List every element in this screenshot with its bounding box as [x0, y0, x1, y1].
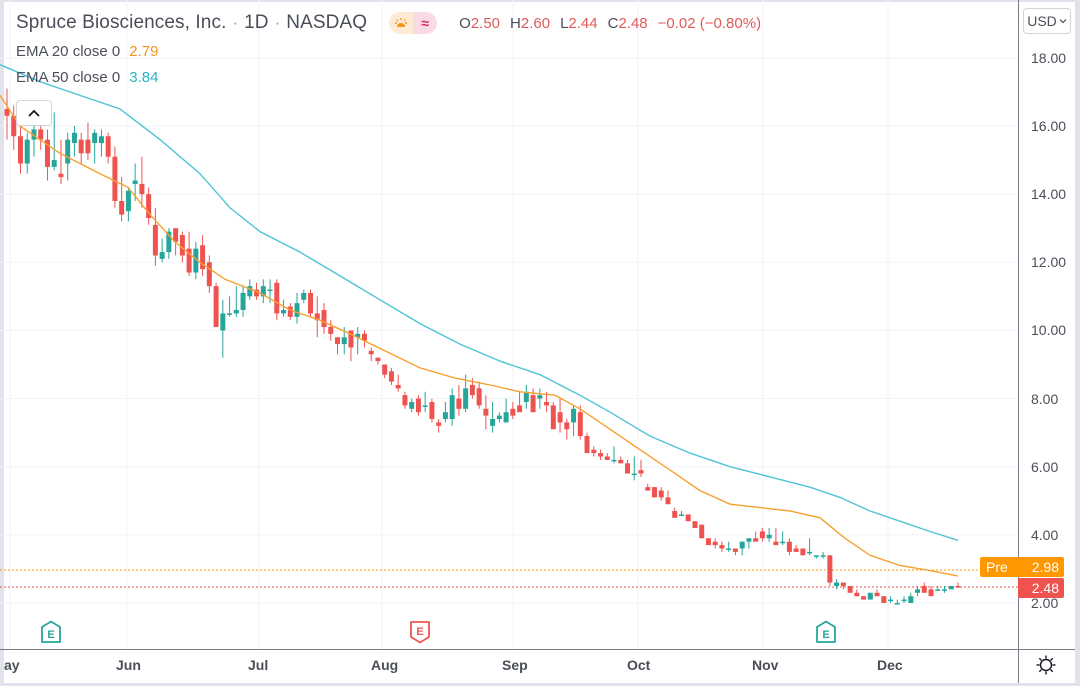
- ema50-line: [0, 64, 959, 541]
- earnings-icon[interactable]: E: [815, 620, 837, 644]
- ema20-line: [0, 95, 959, 577]
- time-axis-label: Dec: [877, 657, 903, 673]
- left-border: [0, 0, 4, 686]
- svg-text:E: E: [822, 629, 829, 641]
- right-strip: [1075, 0, 1080, 686]
- ema20-legend[interactable]: EMA 20 close 0 2.79: [16, 40, 761, 62]
- price-axis-label: 16.00: [1031, 118, 1067, 135]
- change-value: −0.02 (−0.80%): [657, 14, 762, 32]
- ema50-label: EMA 50 close 0: [16, 68, 121, 86]
- interval-label[interactable]: 1D: [244, 12, 269, 33]
- sun-icon[interactable]: [389, 12, 414, 34]
- price-axis-label: 4.00: [1031, 526, 1059, 543]
- time-axis-label: Jul: [248, 657, 269, 673]
- open-label: O: [459, 14, 471, 32]
- sun-icon[interactable]: [1035, 654, 1057, 676]
- chevron-up-icon: [28, 109, 40, 117]
- ema50-legend[interactable]: EMA 50 close 0 3.84: [16, 66, 761, 88]
- svg-text:E: E: [416, 626, 423, 638]
- premarket-tag-value: 2.98: [1018, 557, 1064, 577]
- close-value: 2.48: [618, 14, 648, 32]
- time-axis-label: Oct: [627, 657, 651, 673]
- separator: ·: [232, 13, 239, 32]
- exchange-label: NASDAQ: [286, 12, 368, 33]
- low-value: 2.44: [568, 14, 598, 32]
- candlesticks: [4, 88, 961, 605]
- time-axis-label: Jun: [116, 657, 141, 673]
- chart-legend: Spruce Biosciences, Inc. · 1D · NASDAQ ≈…: [16, 10, 761, 88]
- last-price-tag: 2.48: [1018, 578, 1064, 598]
- currency-label: USD: [1027, 13, 1057, 29]
- price-axis-label: 6.00: [1031, 458, 1059, 475]
- bottom-strip: [0, 683, 1080, 686]
- close-label: C: [607, 14, 619, 32]
- time-axis-label: Aug: [371, 657, 399, 673]
- ema50-value: 3.84: [129, 68, 159, 86]
- high-label: H: [510, 14, 521, 32]
- price-axis-label: 10.00: [1031, 322, 1067, 339]
- chart-grid: [0, 0, 1018, 649]
- collapse-legend-button[interactable]: [16, 100, 52, 126]
- currency-button[interactable]: USD: [1023, 8, 1071, 34]
- price-axis-label: 18.00: [1031, 49, 1067, 66]
- time-axis-label: Sep: [502, 657, 528, 673]
- price-axis-label: 8.00: [1031, 390, 1059, 407]
- earnings-icon[interactable]: E: [409, 620, 431, 644]
- low-label: L: [560, 14, 569, 32]
- market-status-pill[interactable]: ≈: [389, 12, 438, 34]
- separator: ·: [274, 13, 281, 32]
- high-value: 2.60: [520, 14, 551, 32]
- approx-icon[interactable]: ≈: [413, 12, 438, 34]
- symbol-title[interactable]: Spruce Biosciences, Inc.: [16, 12, 227, 33]
- time-axis-label: ay: [4, 657, 20, 673]
- price-axis-label: 2.00: [1031, 595, 1059, 611]
- price-axis-label: 12.00: [1031, 254, 1067, 271]
- ema20-label: EMA 20 close 0: [16, 42, 121, 60]
- earnings-icon[interactable]: E: [40, 620, 62, 644]
- price-axis-label: 14.00: [1031, 186, 1067, 203]
- symbol-header: Spruce Biosciences, Inc. · 1D · NASDAQ ≈…: [16, 10, 761, 36]
- svg-text:E: E: [47, 629, 54, 641]
- ema20-value: 2.79: [129, 42, 159, 60]
- chevron-down-icon: [1059, 19, 1067, 24]
- ohlc-values: O2.50 H2.60 L2.44 C2.48 −0.02 (−0.80%): [459, 15, 761, 32]
- top-border: [0, 0, 1080, 2]
- open-value: 2.50: [470, 14, 501, 32]
- time-axis-label: Nov: [752, 657, 779, 673]
